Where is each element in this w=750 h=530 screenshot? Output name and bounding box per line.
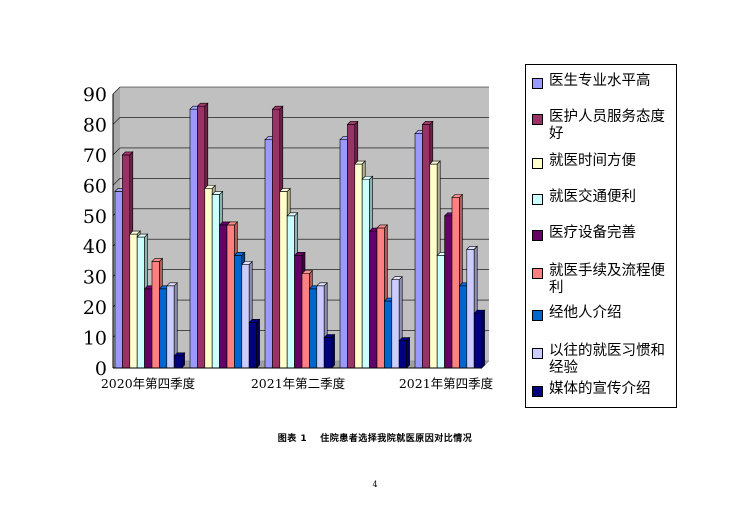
legend-label: 以往的就医习惯和经验 <box>549 343 665 376</box>
y-tick-label: 40 <box>83 236 107 258</box>
bar <box>173 352 186 369</box>
y-tick-label: 60 <box>83 175 107 197</box>
legend-swatch <box>532 386 543 397</box>
bar <box>166 282 178 369</box>
bars <box>114 102 486 369</box>
bar <box>473 309 486 369</box>
legend-label: 医护人员服务态度好 <box>549 109 665 142</box>
y-tick-label: 90 <box>83 84 107 106</box>
legend-label: 经他人介绍 <box>549 305 622 321</box>
legend-swatch <box>532 114 543 125</box>
figure-caption: 图表 1 住院患者选择我院就医原因对比情况 <box>277 434 473 444</box>
bar <box>323 333 336 369</box>
y-tick-label: 80 <box>83 114 107 136</box>
legend: 医生专业水平高医护人员服务态度好就医时间方便 就医交通便利 医疗设备完善就医手续及流… <box>525 64 677 408</box>
bar <box>248 318 261 369</box>
legend-swatch <box>532 348 543 359</box>
y-tick-label: 70 <box>83 145 107 167</box>
legend-label: 媒体的宣传介绍 <box>549 381 651 397</box>
y-tick-label: 20 <box>83 297 107 319</box>
legend-swatch <box>532 230 543 241</box>
x-tick-label: 2020年第四季度 <box>101 376 196 391</box>
legend-swatch <box>532 78 543 89</box>
legend-label: 就医交通便利 <box>549 189 636 205</box>
legend-swatch <box>532 310 543 321</box>
y-tick-label: 0 <box>95 358 107 380</box>
x-tick-label: 2021年第二季度 <box>251 376 346 391</box>
page-number: 4 <box>372 480 378 489</box>
legend-swatch <box>532 268 543 279</box>
bar <box>451 193 464 369</box>
legend-label: 医疗设备完善 <box>549 225 636 241</box>
gridline <box>112 86 489 95</box>
gridline <box>112 147 489 156</box>
y-tick-label: 10 <box>83 328 107 350</box>
legend-swatch <box>532 158 543 169</box>
gridline <box>112 117 489 125</box>
legend-swatch <box>532 194 543 205</box>
legend-label: 就医时间方便 <box>549 153 636 169</box>
x-tick-label: 2021年第四季度 <box>399 376 494 391</box>
legend-label: 医生专业水平高 <box>549 73 651 89</box>
legend-label: 就医手续及流程便利 <box>549 263 665 296</box>
bar <box>398 336 411 369</box>
axes: 0 10 20 30 40 50 60 70 80 90 2020年第四季度 2021年第二季度 202… <box>83 84 494 391</box>
y-tick-label: 50 <box>83 206 107 228</box>
y-tick-label: 30 <box>83 267 107 289</box>
